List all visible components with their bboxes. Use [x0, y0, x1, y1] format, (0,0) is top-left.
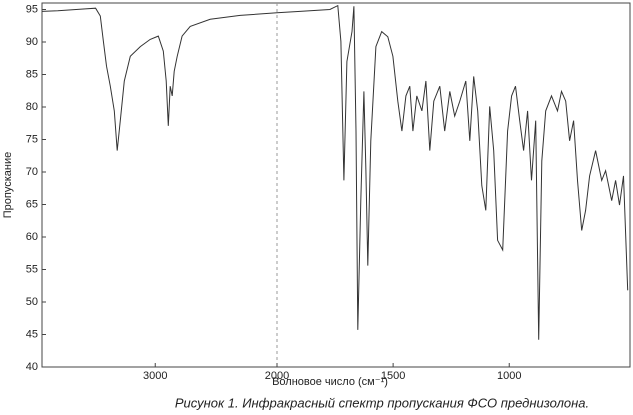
y-tick-label: 70: [26, 166, 38, 178]
x-tick-label: 1500: [381, 370, 405, 382]
x-tick-label: 3000: [143, 370, 167, 382]
x-tick-label: 1000: [497, 370, 521, 382]
y-tick-label: 95: [26, 3, 38, 15]
y-tick-label: 65: [26, 198, 38, 210]
caption: Рисунок 1. Инфракрасный спектр пропускан…: [175, 395, 589, 410]
y-tick-label: 55: [26, 263, 38, 275]
y-tick-label: 75: [26, 133, 38, 145]
y-tick-label: 80: [26, 101, 38, 113]
spectrum-line: [41, 4, 629, 340]
y-tick-label: 85: [26, 68, 38, 80]
x-axis-label: Волновое число (см⁻¹): [272, 376, 388, 388]
x-tick-label: 2000: [265, 370, 289, 382]
plot-frame: [41, 2, 631, 368]
y-axis-label: Пропускание: [2, 152, 14, 218]
y-tick-label: 60: [26, 231, 38, 243]
y-tick-label: 50: [26, 296, 38, 308]
y-tick-label: 40: [26, 361, 38, 373]
y-tick-label: 45: [26, 328, 38, 340]
y-tick-label: 90: [26, 36, 38, 48]
